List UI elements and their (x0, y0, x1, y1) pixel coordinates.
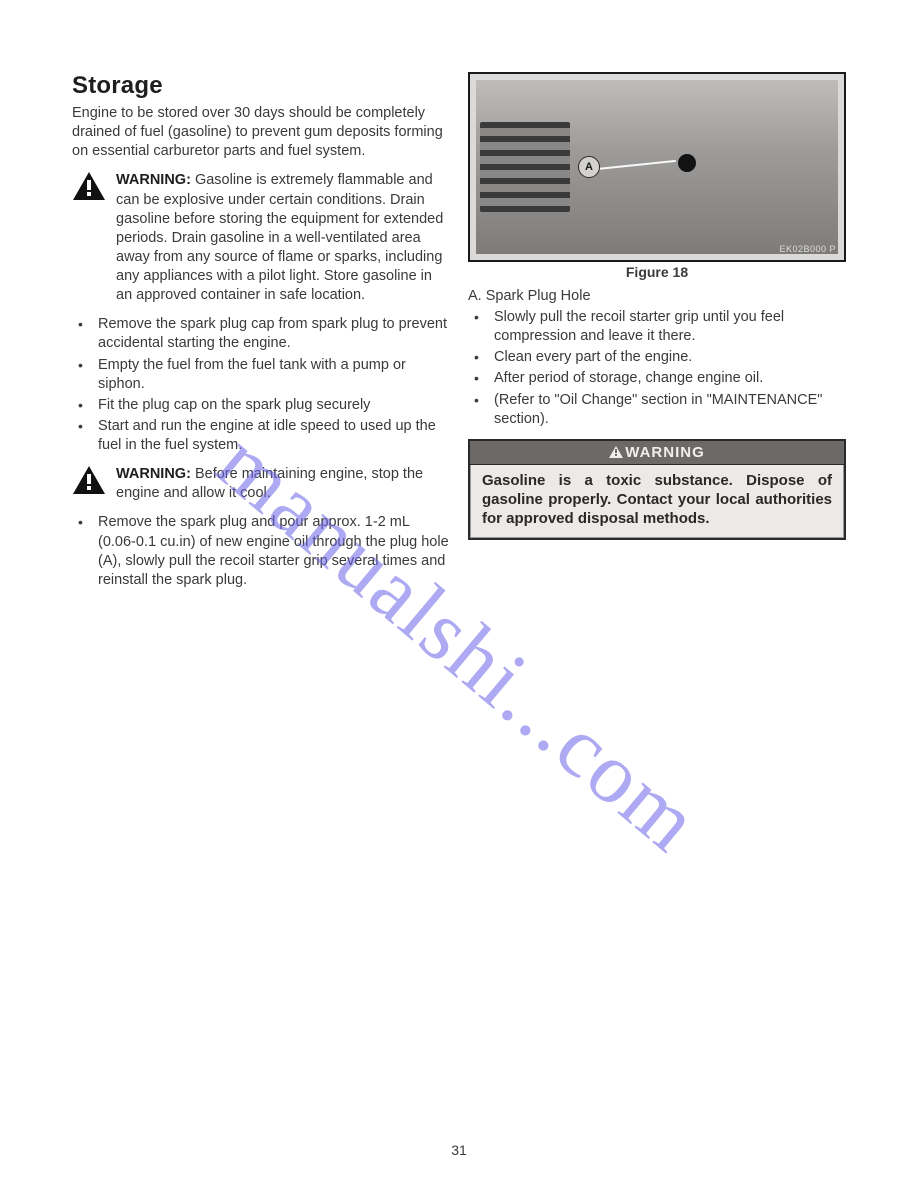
intro-paragraph: Engine to be stored over 30 days should … (72, 104, 450, 161)
list-item: After period of storage, change engine o… (468, 369, 846, 388)
figure-plug-hole (678, 154, 696, 172)
bullet-list-2: Remove the spark plug and pour approx. 1… (72, 513, 450, 590)
boxed-warning-header: WARNING (470, 441, 844, 465)
warning-2-text: WARNING: Before maintaining engine, stop… (116, 465, 450, 503)
right-column: A EK02B000 P Figure 18 A. Spark Plug Hol… (468, 72, 846, 600)
warning-block-2: WARNING: Before maintaining engine, stop… (72, 465, 450, 503)
warning-1-body: Gasoline is extremely flammable and can … (116, 172, 443, 303)
figure-18-image: A EK02B000 P (468, 72, 846, 262)
list-item: Empty the fuel from the fuel tank with a… (72, 356, 450, 394)
page-number: 31 (0, 1142, 918, 1158)
list-item: Remove the spark plug cap from spark plu… (72, 315, 450, 353)
list-item: Slowly pull the recoil starter grip unti… (468, 308, 846, 346)
warning-2-label: WARNING: (116, 466, 191, 482)
warning-1-label: WARNING: (116, 172, 191, 188)
figure-callout-a: A (578, 156, 600, 178)
warning-triangle-icon (72, 171, 106, 305)
figure-detail-fins (480, 122, 570, 212)
page-content: Storage Engine to be stored over 30 days… (0, 0, 918, 640)
list-item: (Refer to "Oil Change" section in "MAINT… (468, 391, 846, 429)
warning-block-1: WARNING: Gasoline is extremely flammable… (72, 171, 450, 305)
warning-1-text: WARNING: Gasoline is extremely flammable… (116, 171, 450, 305)
warning-triangle-icon (72, 465, 106, 503)
bullet-list-right: Slowly pull the recoil starter grip unti… (468, 308, 846, 429)
warning-triangle-icon (609, 445, 623, 462)
list-item: Fit the plug cap on the spark plug secur… (72, 396, 450, 415)
boxed-warning-title: WARNING (625, 444, 705, 461)
bullet-list-1: Remove the spark plug cap from spark plu… (72, 315, 450, 455)
list-item: Remove the spark plug and pour approx. 1… (72, 513, 450, 590)
callout-legend: A. Spark Plug Hole (468, 288, 846, 304)
section-title: Storage (72, 72, 450, 100)
list-item: Start and run the engine at idle speed t… (72, 417, 450, 455)
boxed-warning-body: Gasoline is a toxic substance. Dispose o… (470, 465, 844, 539)
left-column: Storage Engine to be stored over 30 days… (72, 72, 450, 600)
list-item: Clean every part of the engine. (468, 348, 846, 367)
figure-corner-label: EK02B000 P (779, 244, 836, 254)
figure-caption: Figure 18 (468, 264, 846, 280)
boxed-warning: WARNING Gasoline is a toxic substance. D… (468, 439, 846, 541)
